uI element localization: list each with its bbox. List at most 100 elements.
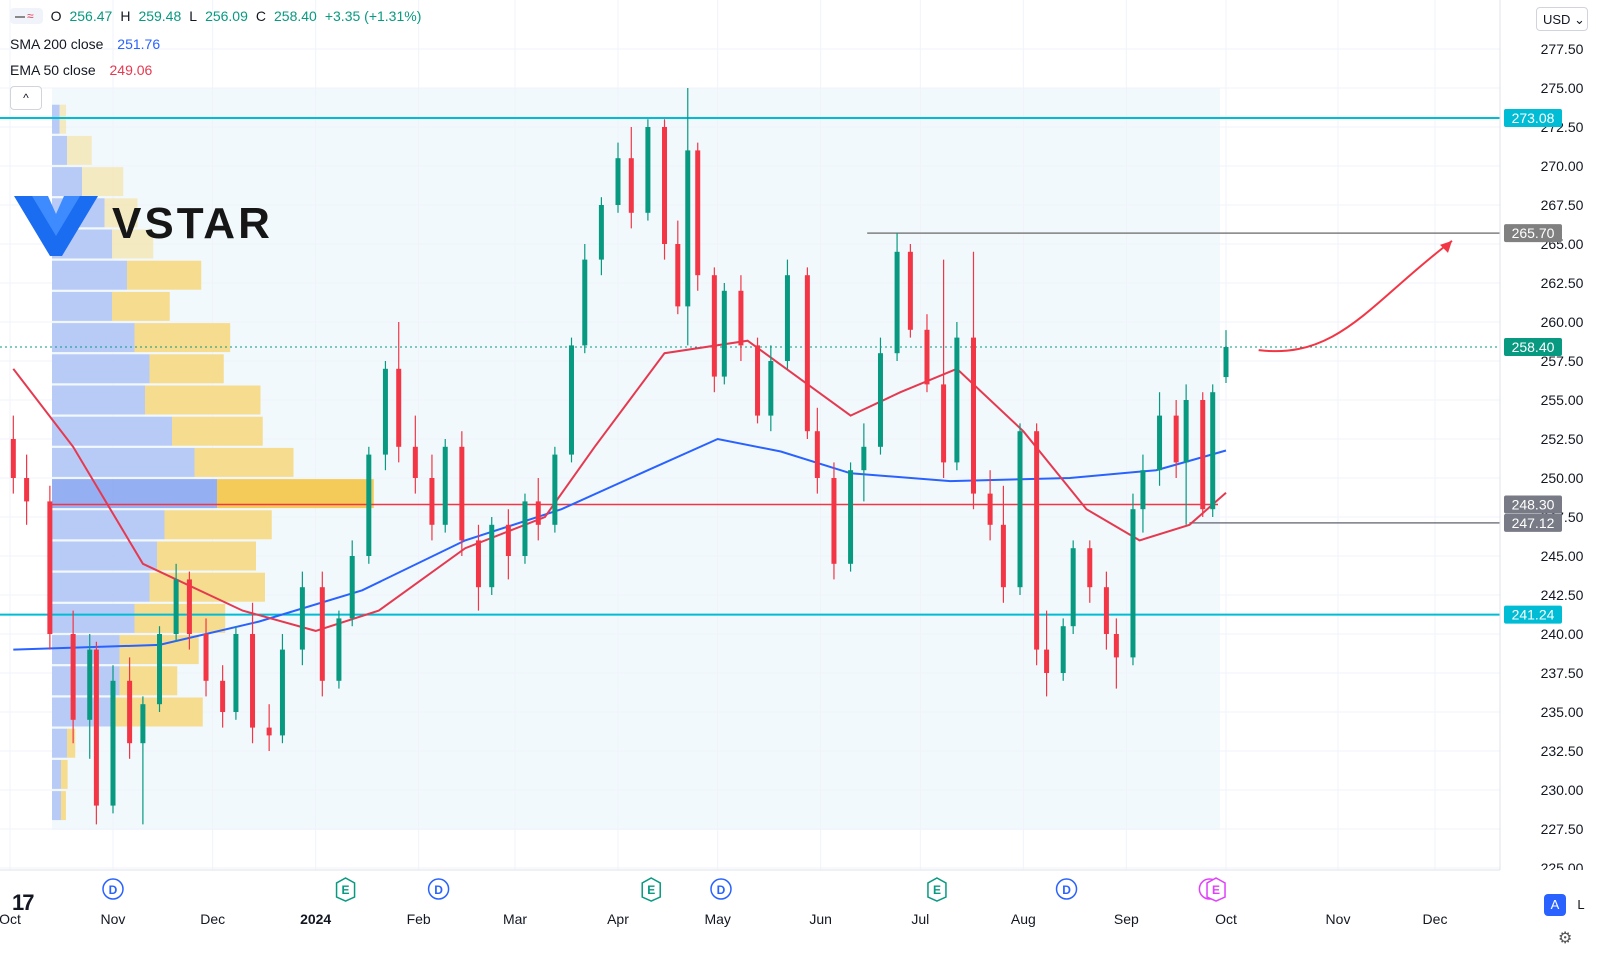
- candle-body: [412, 446, 418, 478]
- volume-profile-up-bar: [52, 479, 217, 509]
- time-tick-label: Nov: [1326, 911, 1351, 927]
- candle-body: [203, 634, 209, 681]
- price-tick-label: 262.50: [1541, 275, 1584, 291]
- earnings-marker-label: E: [933, 883, 941, 897]
- price-tick-label: 257.50: [1541, 353, 1584, 369]
- price-tick-label: 237.50: [1541, 665, 1584, 681]
- volume-profile-up-bar: [52, 541, 157, 571]
- volume-profile-down-bar: [157, 541, 256, 571]
- tradingview-logo: 17: [12, 890, 35, 915]
- candle-body: [266, 727, 272, 736]
- change-value: +3.35 (+1.31%): [324, 8, 422, 24]
- dividend-marker-icon: [427, 878, 450, 900]
- dividend-marker-label: D: [717, 883, 726, 897]
- candle-body: [1140, 470, 1146, 510]
- candle-body: [721, 290, 727, 377]
- volume-profile-up-bar: [52, 666, 120, 696]
- candle-body: [396, 368, 402, 447]
- price-tick-label: 232.50: [1541, 743, 1584, 759]
- candle-body: [615, 158, 621, 205]
- level-price-tag: [1504, 495, 1562, 514]
- candle-body: [924, 329, 930, 385]
- candle-body: [1173, 415, 1179, 463]
- time-tick-label: Sep: [1114, 911, 1139, 927]
- time-tick-label: Nov: [101, 911, 126, 927]
- candle-body: [233, 634, 239, 712]
- legend-toggle[interactable]: ≈: [10, 8, 43, 24]
- volume-profile-up-bar: [52, 635, 120, 665]
- auto-scale-button[interactable]: A: [1544, 894, 1566, 916]
- time-axis-bg: [0, 870, 1600, 958]
- candle-body: [568, 345, 574, 455]
- candle-body: [877, 353, 883, 447]
- price-tick-label: 230.00: [1541, 782, 1584, 798]
- sma200-line: [13, 437, 1227, 651]
- candle-body: [784, 275, 790, 361]
- candle-body: [173, 579, 179, 634]
- price-tick-label: 240.00: [1541, 626, 1584, 642]
- vstar-brand: VSTAR: [112, 199, 273, 248]
- volume-profile-up-bar: [52, 385, 145, 415]
- settings-gear-icon[interactable]: ⚙: [1558, 930, 1573, 947]
- price-tick-label: 235.00: [1541, 704, 1584, 720]
- price-tick-label: 242.50: [1541, 587, 1584, 603]
- candle-body: [299, 587, 305, 650]
- volume-profile-down-bar: [61, 759, 68, 789]
- ema50-line: [12, 339, 1227, 632]
- price-tick-label: 275.00: [1541, 80, 1584, 96]
- sma-legend[interactable]: SMA 200 close 251.76: [10, 36, 164, 52]
- candle-body: [47, 501, 53, 634]
- price-tick-label: 252.50: [1541, 431, 1584, 447]
- level-price-tag: [1504, 513, 1562, 532]
- candle-body: [711, 275, 717, 377]
- time-tick-label: Aug: [1011, 911, 1036, 927]
- forecast-arrow: [1258, 240, 1453, 353]
- candle-body: [814, 431, 820, 478]
- volume-profile-up-bar: [52, 697, 112, 727]
- earnings-marker-label: E: [342, 883, 350, 897]
- ema-label: EMA 50 close: [10, 62, 96, 78]
- candle-body: [522, 501, 528, 556]
- volume-profile-down-bar: [194, 447, 294, 477]
- log-scale-button[interactable]: L: [1577, 897, 1585, 912]
- candle-body: [93, 649, 99, 806]
- earnings-marker-icon: [1206, 877, 1226, 902]
- volume-profile-down-bar: [59, 104, 67, 134]
- dividend-marker-label: D: [1062, 883, 1071, 897]
- level-price-label: 265.70: [1512, 225, 1555, 241]
- candle-body: [628, 158, 634, 213]
- volume-profile-down-bar: [82, 167, 124, 197]
- price-tick-label: 277.50: [1541, 41, 1584, 57]
- close-value: 258.40: [274, 8, 317, 24]
- collapse-legend-button[interactable]: ^: [10, 86, 42, 110]
- volume-profile-up-bar: [52, 728, 67, 758]
- volume-profile-up-bar: [52, 354, 150, 384]
- candle-body: [489, 524, 495, 588]
- currency-select[interactable]: USD ⌄: [1536, 7, 1588, 31]
- volume-profile-down-bar: [67, 135, 92, 165]
- candle-body: [1044, 649, 1050, 673]
- candle-body: [738, 290, 744, 346]
- volume-profile-up-bar: [52, 260, 127, 290]
- price-tick-label: 260.00: [1541, 314, 1584, 330]
- candle-body: [87, 649, 93, 720]
- ema-value: 249.06: [109, 62, 153, 78]
- ema-legend[interactable]: EMA 50 close 249.06: [10, 62, 156, 78]
- price-tick-label: 245.00: [1541, 548, 1584, 564]
- close-label: C: [255, 8, 267, 24]
- candle-body: [220, 680, 226, 712]
- candle-body: [1000, 524, 1006, 588]
- volume-profile-down-bar: [149, 354, 224, 384]
- candle-body: [662, 127, 668, 244]
- candle-body: [1223, 346, 1229, 378]
- volume-profile-up-bar: [52, 759, 61, 789]
- ohlc-legend: ≈ O 256.47 H 259.48 L 256.09 C 258.40 +3.35 …: [10, 8, 425, 24]
- level-price-label: 248.30: [1512, 497, 1555, 513]
- time-tick-label: Dec: [1423, 911, 1448, 927]
- candle-body: [645, 127, 651, 213]
- volume-profile-down-bar: [127, 260, 202, 290]
- candle-body: [894, 251, 900, 354]
- candle-body: [970, 337, 976, 494]
